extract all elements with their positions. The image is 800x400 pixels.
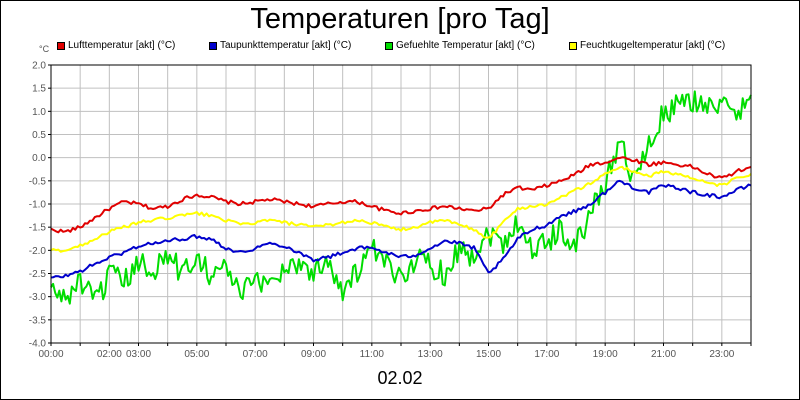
y-tick-label: -2.0 xyxy=(29,246,47,257)
x-axis-date-label: 02.02 xyxy=(377,368,423,388)
y-tick-label: 0.5 xyxy=(32,130,46,141)
legend-swatch-feuchtkugeltemperatur xyxy=(569,42,577,50)
plot-border xyxy=(50,64,752,344)
series-line-3 xyxy=(50,165,752,253)
legend-swatch-taupunkttemperatur xyxy=(209,42,217,50)
x-tick-label: 11:00 xyxy=(360,349,385,360)
x-tick-label: 19:00 xyxy=(593,349,618,360)
y-tick-label: 2.0 xyxy=(32,61,46,72)
x-tick-label: 09:00 xyxy=(301,349,326,360)
chart-title: Temperaturen [pro Tag] xyxy=(250,3,550,35)
y-axis-unit-label: °C xyxy=(39,44,50,54)
y-axis: 2.0 1.5 1.0 0.5 0.0 -0.5 -1.0 -1.5 -2.0 -2.5 -3.0 -… xyxy=(29,61,51,350)
x-axis: 00:00 02:00 03:00 05:00 07:00 09:00 11:00 13:00… xyxy=(38,343,752,360)
x-tick-label: 13:00 xyxy=(418,349,443,360)
x-tick-label: 17:00 xyxy=(534,349,559,360)
x-tick-label: 15:00 xyxy=(476,349,501,360)
legend-swatch-lufttemperatur xyxy=(57,42,65,50)
y-tick-label: -4.0 xyxy=(29,339,47,350)
y-tick-label: -0.5 xyxy=(29,176,47,187)
y-tick-label: -3.5 xyxy=(29,315,47,326)
y-tick-label: 1.5 xyxy=(32,84,46,95)
x-tick-label: 03:00 xyxy=(126,349,151,360)
x-tick-label: 02:00 xyxy=(97,349,122,360)
x-tick-label: 23:00 xyxy=(709,349,734,360)
y-tick-label: -3.0 xyxy=(29,292,47,303)
series-line-0 xyxy=(50,156,752,234)
y-tick-label: 1.0 xyxy=(32,107,46,118)
legend-label-taupunkttemperatur: Taupunkttemperatur [akt] (°C) xyxy=(220,40,352,51)
x-tick-label: 00:00 xyxy=(38,349,63,360)
x-tick-label: 05:00 xyxy=(184,349,209,360)
y-tick-label: 0.0 xyxy=(32,153,46,164)
y-tick-label: -1.0 xyxy=(29,200,47,211)
series-layer xyxy=(50,90,752,305)
x-tick-label: 07:00 xyxy=(243,349,268,360)
series-line-1 xyxy=(50,179,752,279)
legend-label-feuchtkugeltemperatur: Feuchtkugeltemperatur [akt] (°C) xyxy=(580,40,726,51)
legend-label-gefuehlte-temperatur: Gefuehlte Temperatur [akt] (°C) xyxy=(396,40,535,51)
y-tick-label: -1.5 xyxy=(29,223,47,234)
x-tick-label: 21:00 xyxy=(651,349,676,360)
legend-label-lufttemperatur: Lufttemperatur [akt] (°C) xyxy=(68,40,176,51)
y-tick-label: -2.5 xyxy=(29,269,47,280)
legend-swatch-gefuehlte-temperatur xyxy=(385,42,393,50)
